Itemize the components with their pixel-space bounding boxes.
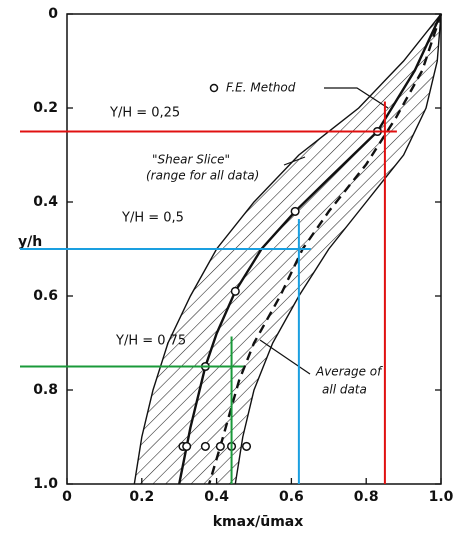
reference-label: Y/H = 0,75	[115, 334, 186, 349]
annotation: all data	[322, 383, 367, 397]
annotation: "Shear Slice"	[152, 153, 230, 167]
arrow	[324, 87, 389, 109]
annotation: (range for all data)	[146, 169, 259, 183]
y-tick-label: 0.4	[33, 194, 58, 210]
y-axis-label: y/h	[18, 234, 42, 250]
y-tick-label: 0.8	[33, 382, 58, 398]
annotation: Average of	[315, 365, 383, 379]
legend-marker	[209, 83, 219, 93]
fe-point	[241, 441, 252, 451]
y-tick-label: 0	[48, 6, 58, 22]
fe-point	[215, 441, 225, 451]
fe-point	[230, 286, 240, 296]
y-tick-label: 0.6	[33, 288, 58, 304]
legend-label: F.E. Method	[226, 81, 296, 95]
band-edge	[234, 13, 442, 485]
x-tick-label: 0.4	[204, 489, 229, 505]
x-tick-label: 0.6	[279, 489, 304, 505]
x-tick-label: 0.2	[129, 489, 154, 505]
reference-label: Y/H = 0,5	[121, 211, 184, 226]
fe-point	[200, 441, 210, 451]
x-tick-label: 0.8	[354, 489, 379, 505]
x-axis-label: kmax/ūmax	[213, 514, 304, 530]
fe-point	[290, 206, 300, 216]
fe-point	[182, 441, 192, 451]
arrow	[283, 156, 306, 166]
x-tick-label: 0	[62, 489, 72, 505]
x-tick-label: 1.0	[429, 489, 454, 505]
y-tick-label: 0.2	[33, 100, 58, 116]
arrow	[259, 339, 311, 375]
y-tick-label: 1.0	[33, 476, 58, 492]
reference-label: Y/H = 0,25	[109, 106, 180, 121]
